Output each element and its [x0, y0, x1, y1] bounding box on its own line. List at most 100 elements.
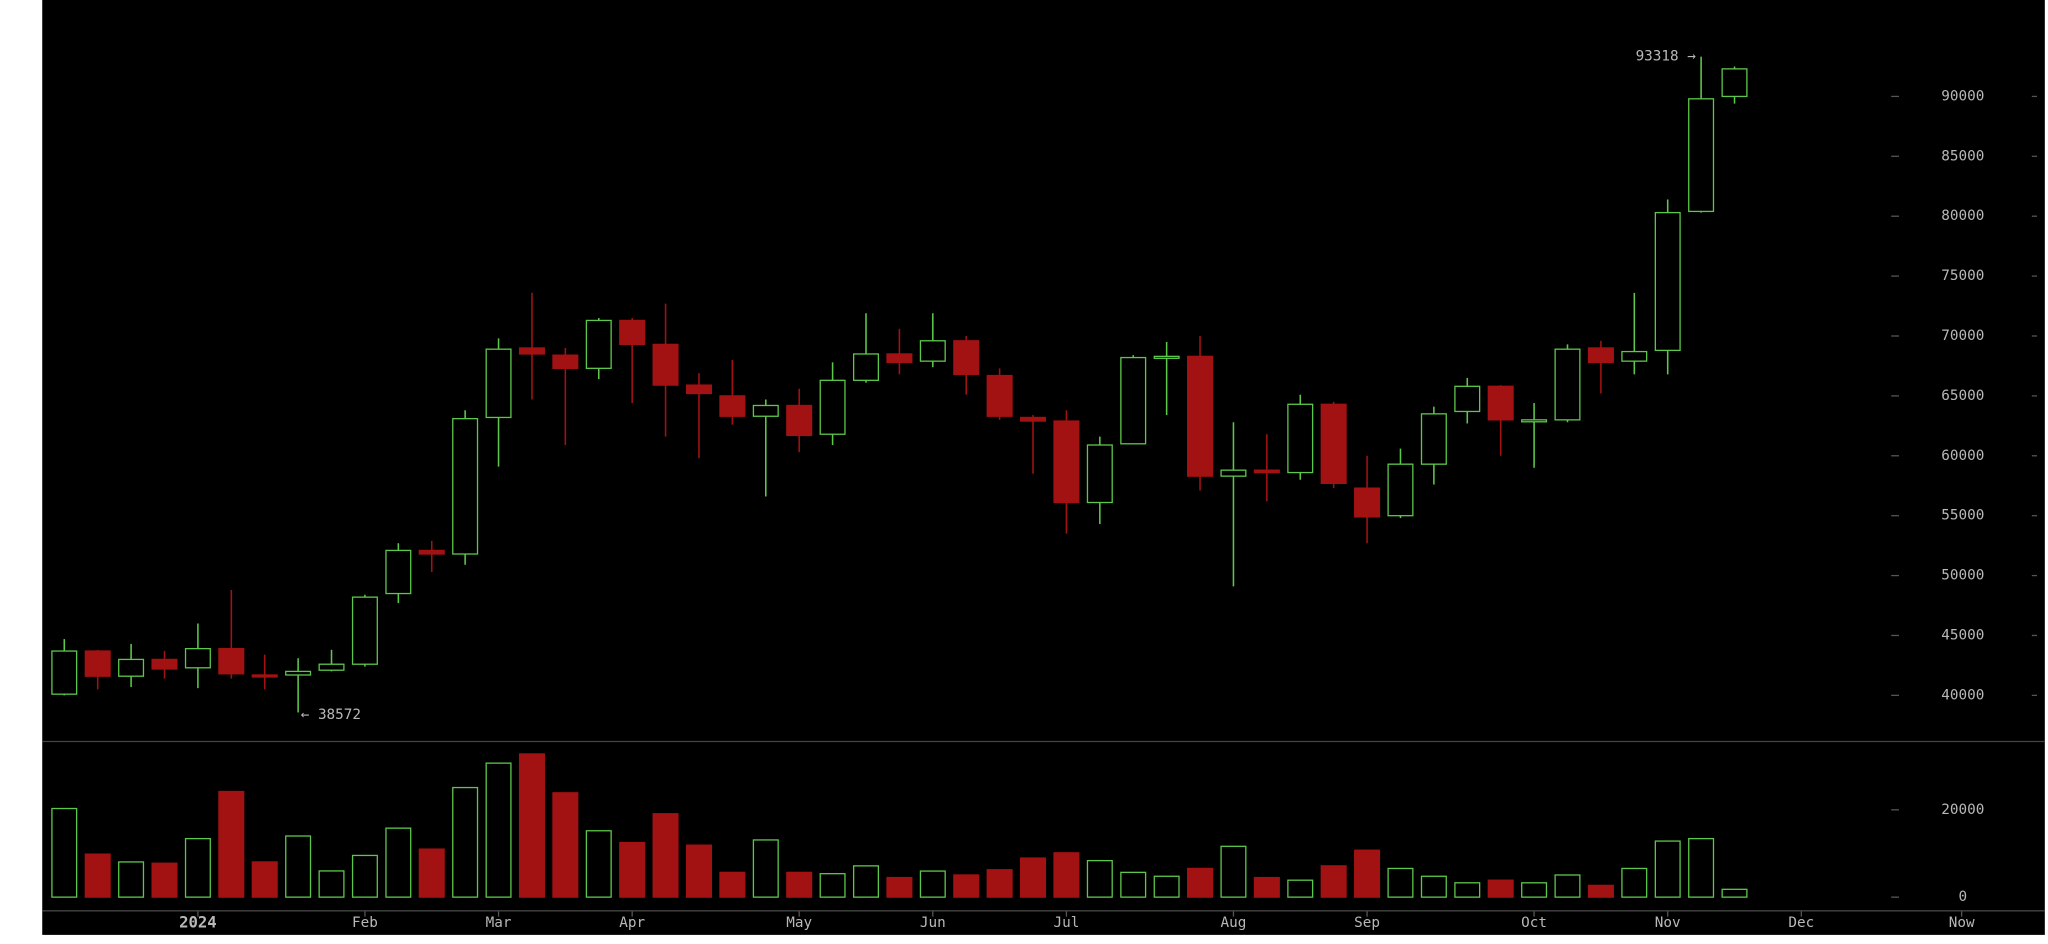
candle-body	[1320, 403, 1347, 484]
candle-body	[251, 674, 278, 678]
y-tick-label: 75000	[1941, 268, 1984, 284]
volume-bar	[1654, 840, 1681, 898]
low-annotation: ← 38572	[301, 707, 361, 723]
y-tick-label: 45000	[1941, 627, 1984, 643]
volume-bar	[1220, 845, 1247, 898]
high-annotation: 93318 →	[1636, 49, 1697, 65]
candle-body	[886, 353, 913, 364]
volume-bar	[1387, 867, 1414, 898]
candle-body	[518, 347, 545, 355]
x-tick-label: Jun	[920, 915, 946, 931]
volume-bar	[1187, 867, 1214, 898]
x-tick-label: May	[786, 915, 812, 931]
volume-bar	[1487, 879, 1514, 898]
volume-bar	[1120, 871, 1147, 898]
y-tick-label: 85000	[1941, 148, 1984, 164]
candle-body	[1487, 385, 1514, 421]
candle-body	[318, 663, 345, 671]
volume-bar	[819, 873, 846, 898]
volume-bar	[351, 854, 378, 898]
volume-bar	[1621, 867, 1648, 898]
candle-body	[184, 647, 211, 669]
candle-body	[1253, 469, 1280, 474]
x-tick-label: Now	[1949, 915, 1975, 931]
candle-body	[1688, 98, 1715, 213]
volume-tick-label: 20000	[1941, 802, 1984, 818]
volume-bar	[452, 786, 479, 898]
candle-body	[1120, 356, 1147, 445]
candle-body	[118, 658, 145, 677]
x-tick-label: Nov	[1655, 915, 1681, 931]
candle-body	[351, 596, 378, 665]
volume-bar	[852, 865, 880, 898]
candle-body	[852, 353, 880, 381]
x-tick-label: Mar	[486, 915, 512, 931]
volume-bar	[385, 827, 412, 898]
volume-bar	[919, 870, 946, 898]
volume-bar	[652, 813, 679, 898]
volume-bar	[151, 862, 178, 898]
volume-bar	[1253, 876, 1280, 898]
volume-bar	[1721, 888, 1748, 898]
x-tick-label: 2024	[179, 914, 217, 932]
y-tick-label: 50000	[1941, 568, 1984, 584]
candle-body	[1086, 444, 1113, 504]
candle-body	[385, 549, 412, 595]
candle-body	[786, 404, 813, 437]
volume-bar	[218, 790, 245, 898]
candle-body	[1521, 419, 1548, 423]
x-tick-label: Feb	[352, 915, 378, 931]
y-tick-label: 80000	[1941, 208, 1984, 224]
candle-body	[919, 340, 946, 362]
volume-bar	[518, 753, 545, 898]
volume-bar	[552, 792, 579, 898]
volume-bar	[318, 870, 345, 898]
candle-body	[953, 340, 980, 375]
candle-body	[452, 418, 479, 555]
candle-body	[218, 647, 245, 675]
candle-body	[1354, 487, 1381, 518]
volume-bar	[585, 830, 612, 898]
volume-bar	[84, 853, 111, 898]
x-tick-label: Oct	[1521, 915, 1547, 931]
x-tick-label: Apr	[619, 915, 645, 931]
volume-bar	[1053, 852, 1080, 898]
volume-bar	[184, 837, 211, 898]
candle-body	[685, 384, 712, 395]
y-tick-label: 90000	[1941, 88, 1984, 104]
volume-bar	[1554, 874, 1581, 898]
candle-body	[1454, 385, 1481, 413]
volume-tick-label: 0	[1958, 889, 1967, 905]
x-tick-label: Sep	[1354, 915, 1380, 931]
volume-bar	[752, 839, 779, 898]
y-tick-label: 60000	[1941, 448, 1984, 464]
volume-bar	[118, 861, 145, 898]
candle-body	[1019, 416, 1047, 422]
candle-body	[1187, 355, 1214, 477]
candle-body	[1587, 347, 1614, 364]
volume-bar	[953, 874, 980, 898]
candle-body	[719, 395, 746, 417]
candle-body	[552, 354, 579, 369]
x-tick-label: Jul	[1053, 915, 1079, 931]
volume-bar	[1354, 849, 1381, 898]
volume-bar	[685, 844, 712, 898]
volume-bar	[1688, 837, 1715, 898]
volume-bar	[719, 871, 746, 898]
candle-body	[151, 658, 178, 670]
candle-body	[619, 319, 646, 346]
volume-bar	[1086, 859, 1113, 898]
volume-bar	[619, 841, 646, 898]
candle-body	[51, 650, 78, 695]
candle-body	[819, 379, 846, 435]
candle-body	[1287, 403, 1314, 474]
volume-bar	[1454, 882, 1481, 898]
volume-bar	[1320, 865, 1347, 898]
candle-body	[84, 650, 111, 677]
y-tick-label: 70000	[1941, 328, 1984, 344]
candle-body	[1654, 211, 1681, 352]
candle-body	[1053, 420, 1080, 504]
volume-bar	[1153, 875, 1180, 898]
